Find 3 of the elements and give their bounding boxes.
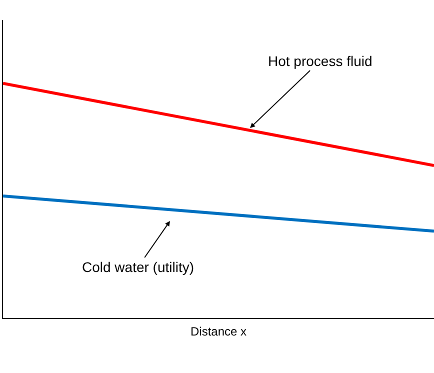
annotation: Cold water (utility): [82, 259, 194, 275]
text: Hot process fluid: [268, 53, 372, 69]
x-axis-title: Distance x: [190, 324, 247, 338]
